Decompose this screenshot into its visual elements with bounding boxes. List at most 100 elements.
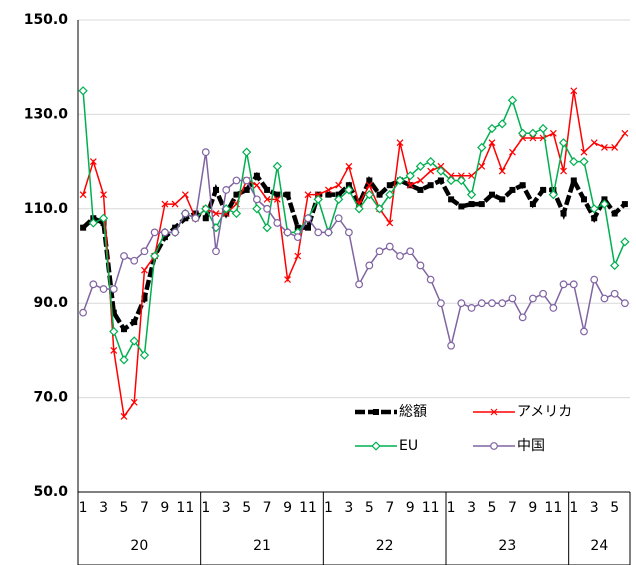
marker xyxy=(610,260,620,271)
marker xyxy=(580,327,588,336)
marker xyxy=(130,256,139,265)
legend-marker xyxy=(490,442,498,450)
marker xyxy=(427,182,434,189)
x-tick-label: 9 xyxy=(283,500,292,516)
marker xyxy=(478,162,486,170)
marker xyxy=(457,172,465,180)
x-group-label: 20 xyxy=(130,538,148,554)
y-tick-label: 110.0 xyxy=(24,201,69,217)
marker xyxy=(120,413,128,420)
x-tick-label: 9 xyxy=(160,500,169,516)
marker xyxy=(201,204,211,214)
marker xyxy=(570,87,578,95)
marker xyxy=(129,336,139,346)
marker xyxy=(611,144,619,151)
marker xyxy=(386,219,394,227)
marker xyxy=(79,191,87,199)
marker xyxy=(477,299,486,308)
marker xyxy=(447,341,456,350)
marker xyxy=(621,129,629,137)
marker xyxy=(477,142,487,153)
marker xyxy=(182,215,189,222)
marker xyxy=(365,181,373,189)
marker xyxy=(119,355,129,365)
marker xyxy=(284,191,291,198)
marker xyxy=(252,195,261,204)
x-tick-label: 7 xyxy=(140,500,149,516)
x-tick-label: 5 xyxy=(365,500,374,516)
x-group-label: 22 xyxy=(376,538,394,554)
marker xyxy=(172,224,179,231)
marker xyxy=(416,261,425,270)
marker xyxy=(549,304,558,312)
marker xyxy=(374,204,385,214)
marker xyxy=(305,224,311,231)
marker xyxy=(417,177,424,184)
marker xyxy=(519,182,526,189)
marker xyxy=(120,252,128,260)
marker xyxy=(171,228,180,237)
marker xyxy=(590,275,599,284)
legend-label: EU xyxy=(399,438,418,454)
marker xyxy=(487,123,497,134)
marker xyxy=(519,134,527,142)
marker xyxy=(468,172,475,180)
marker xyxy=(396,252,404,260)
marker xyxy=(325,186,332,194)
marker xyxy=(131,319,138,326)
marker xyxy=(109,326,119,337)
x-tick-label: 5 xyxy=(488,500,497,516)
marker xyxy=(141,295,148,302)
marker xyxy=(620,299,629,308)
marker xyxy=(150,228,159,237)
marker xyxy=(528,294,537,303)
marker xyxy=(558,138,569,148)
x-tick-label: 1 xyxy=(201,500,210,516)
marker xyxy=(272,161,282,171)
marker xyxy=(344,185,354,195)
marker xyxy=(242,147,252,157)
marker xyxy=(396,139,404,147)
marker xyxy=(436,299,445,308)
marker xyxy=(160,228,169,237)
x-tick-label: 3 xyxy=(222,500,231,516)
y-tick-label: 150.0 xyxy=(24,12,69,28)
marker xyxy=(539,289,548,298)
marker xyxy=(161,234,168,241)
legend-marker xyxy=(371,441,381,451)
x-tick-label: 11 xyxy=(176,500,194,516)
marker xyxy=(304,214,312,223)
marker xyxy=(621,201,628,208)
marker xyxy=(232,176,241,185)
marker xyxy=(601,196,608,203)
marker xyxy=(620,237,630,247)
series xyxy=(80,171,628,333)
marker xyxy=(386,182,393,189)
marker xyxy=(499,196,506,203)
x-group-label: 23 xyxy=(498,538,516,554)
marker xyxy=(600,294,609,303)
x-tick-label: 5 xyxy=(120,500,129,516)
series-line xyxy=(82,152,626,346)
marker xyxy=(560,210,567,217)
marker xyxy=(529,201,536,208)
marker xyxy=(293,233,302,242)
marker xyxy=(446,175,456,186)
marker xyxy=(365,261,374,270)
marker xyxy=(181,209,190,218)
marker xyxy=(426,156,436,167)
marker xyxy=(589,204,599,214)
marker xyxy=(354,204,364,214)
marker xyxy=(121,326,127,333)
marker xyxy=(161,200,169,208)
marker xyxy=(366,177,373,184)
marker xyxy=(100,191,107,199)
marker xyxy=(417,186,424,193)
marker xyxy=(222,186,231,194)
series xyxy=(79,148,629,350)
marker xyxy=(458,203,465,210)
marker xyxy=(570,177,577,184)
marker xyxy=(109,285,118,293)
marker xyxy=(202,215,209,222)
